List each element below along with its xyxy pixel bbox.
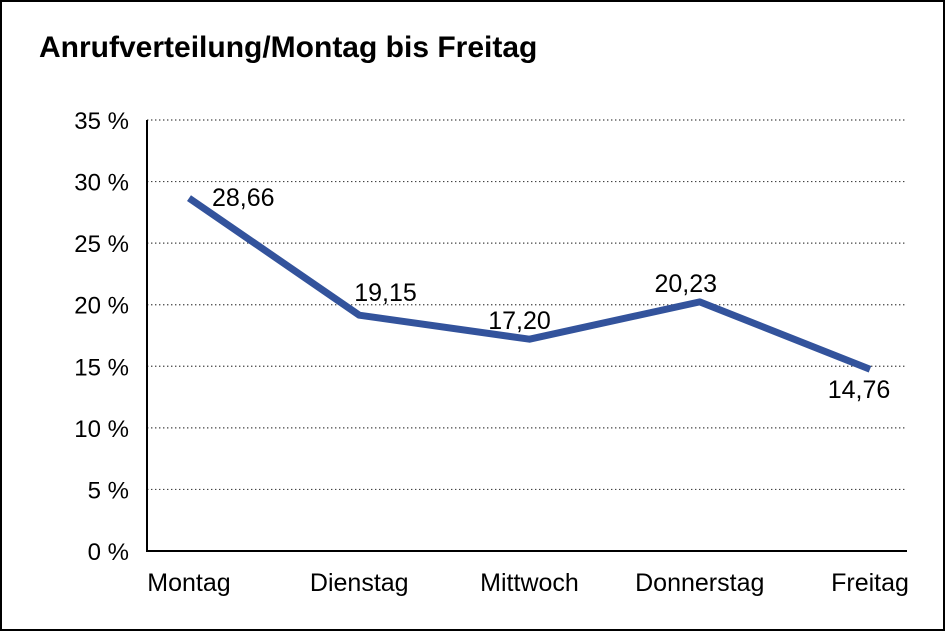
y-tick-label: 25 %	[74, 231, 129, 258]
category-label: Donnerstag	[635, 569, 764, 597]
data-point-label: 14,76	[828, 376, 891, 404]
y-tick-label: 0 %	[88, 539, 129, 566]
category-label: Montag	[147, 569, 230, 597]
y-tick-label: 20 %	[74, 293, 129, 320]
y-tick-label: 10 %	[74, 416, 129, 443]
data-point-label: 28,66	[212, 184, 275, 212]
data-point-label: 17,20	[488, 307, 551, 335]
data-line	[187, 195, 872, 373]
y-tick-label: 15 %	[74, 354, 129, 381]
category-label: Mittwoch	[480, 569, 579, 597]
data-point-label: 20,23	[654, 270, 717, 298]
category-label: Dienstag	[310, 569, 409, 597]
y-tick-label: 30 %	[74, 170, 129, 197]
category-label: Freitag	[831, 569, 909, 597]
y-tick-label: 35 %	[74, 108, 129, 135]
data-point-label: 19,15	[354, 279, 417, 307]
chart-title: Anrufverteilung/Montag bis Freitag	[39, 31, 538, 64]
y-tick-label: 5 %	[88, 477, 129, 504]
